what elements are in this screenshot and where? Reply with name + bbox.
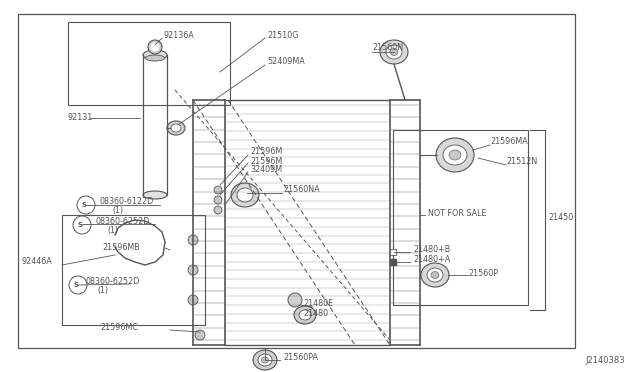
Ellipse shape [258, 354, 272, 366]
Ellipse shape [143, 50, 167, 60]
Ellipse shape [431, 272, 439, 279]
Ellipse shape [148, 40, 162, 54]
Text: 21480+B: 21480+B [413, 244, 451, 253]
Text: 21560PA: 21560PA [283, 353, 318, 362]
Circle shape [188, 295, 198, 305]
Ellipse shape [421, 263, 449, 287]
Circle shape [188, 265, 198, 275]
Ellipse shape [299, 310, 311, 320]
Text: 21480: 21480 [303, 308, 328, 317]
Circle shape [195, 330, 205, 340]
Text: 92136A: 92136A [163, 31, 194, 39]
Bar [18, 14, 575, 348]
Text: (1): (1) [97, 286, 108, 295]
Text: 21512N: 21512N [506, 157, 537, 167]
Text: 32409M: 32409M [250, 166, 282, 174]
Bar [68, 22, 230, 105]
Text: 21480+A: 21480+A [413, 254, 451, 263]
Bar [393, 130, 528, 305]
Text: 21596MB: 21596MB [102, 244, 140, 253]
Ellipse shape [253, 350, 277, 370]
Text: 21560N: 21560N [372, 44, 403, 52]
Circle shape [214, 206, 222, 214]
Ellipse shape [143, 191, 167, 199]
Circle shape [288, 293, 302, 307]
Ellipse shape [262, 357, 269, 363]
Circle shape [188, 235, 198, 245]
Text: (1): (1) [112, 206, 123, 215]
Circle shape [73, 216, 91, 234]
Circle shape [214, 196, 222, 204]
Text: 21596M: 21596M [250, 148, 282, 157]
Bar [62, 215, 205, 325]
Text: 21480E: 21480E [303, 298, 333, 308]
Circle shape [214, 186, 222, 194]
Ellipse shape [380, 40, 408, 64]
Text: (1): (1) [107, 227, 118, 235]
Text: 08360-6122D: 08360-6122D [100, 198, 154, 206]
Text: 52409MA: 52409MA [267, 58, 305, 67]
Ellipse shape [167, 121, 185, 135]
Text: 92446A: 92446A [22, 257, 52, 266]
Text: S: S [81, 202, 86, 208]
Ellipse shape [171, 124, 181, 132]
Ellipse shape [237, 188, 253, 202]
Ellipse shape [386, 45, 402, 59]
Ellipse shape [231, 183, 259, 207]
Text: NOT FOR SALE: NOT FOR SALE [428, 208, 486, 218]
Text: 21510G: 21510G [267, 31, 298, 39]
Text: J2140383: J2140383 [586, 356, 625, 365]
Text: 21560P: 21560P [468, 269, 498, 278]
Ellipse shape [145, 55, 164, 61]
Text: 21596MA: 21596MA [490, 138, 528, 147]
Text: 92131: 92131 [68, 113, 93, 122]
Ellipse shape [390, 48, 398, 55]
Ellipse shape [449, 150, 461, 160]
Text: 21450: 21450 [548, 214, 573, 222]
Text: 21560NA: 21560NA [283, 186, 319, 195]
Circle shape [69, 276, 87, 294]
Ellipse shape [443, 145, 467, 165]
Ellipse shape [294, 306, 316, 324]
Text: 21596MC: 21596MC [100, 324, 138, 333]
Ellipse shape [436, 138, 474, 172]
Circle shape [77, 196, 95, 214]
Text: 21596M: 21596M [250, 157, 282, 166]
Ellipse shape [427, 268, 443, 282]
Text: S: S [74, 282, 79, 288]
Text: 08360-6252D: 08360-6252D [95, 218, 149, 227]
Text: 08360-6252D: 08360-6252D [85, 278, 140, 286]
Ellipse shape [151, 43, 159, 51]
Text: S: S [77, 222, 83, 228]
